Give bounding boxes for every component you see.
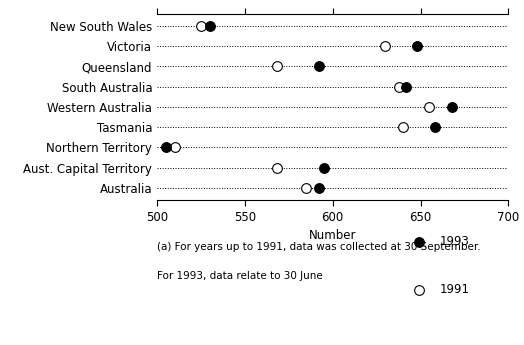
X-axis label: Number: Number — [309, 229, 356, 242]
Text: For 1993, data relate to 30 June: For 1993, data relate to 30 June — [157, 271, 323, 281]
Text: (a) For years up to 1991, data was collected at 30 September.: (a) For years up to 1991, data was colle… — [157, 241, 481, 252]
Text: 1993: 1993 — [440, 235, 470, 248]
Text: 1991: 1991 — [440, 283, 470, 296]
